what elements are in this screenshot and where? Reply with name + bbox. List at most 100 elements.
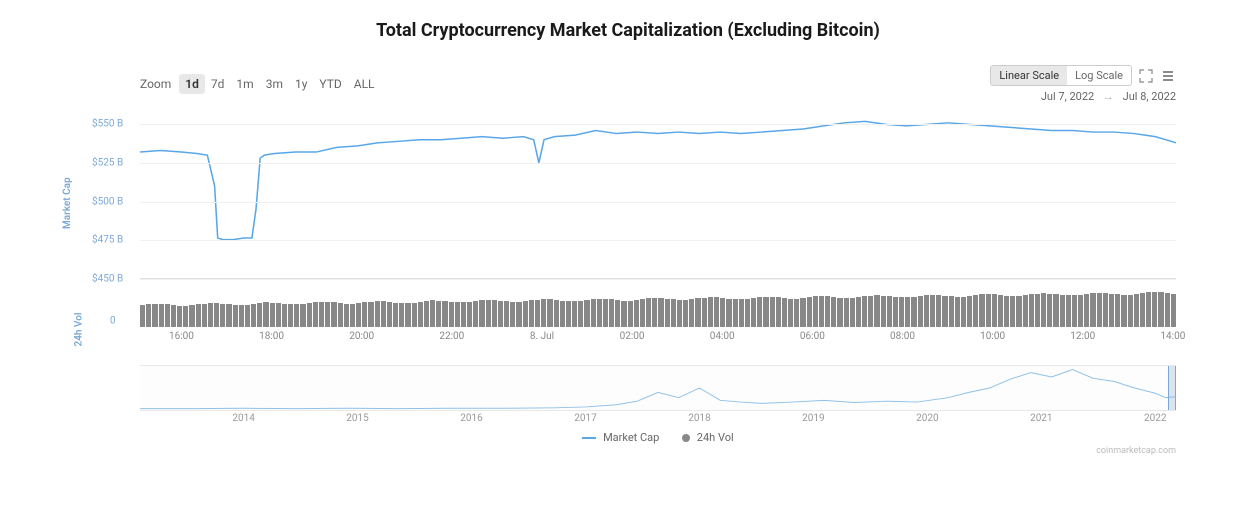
legend-item-volume: 24h Vol [682, 431, 734, 444]
volume-bar [245, 305, 250, 327]
volume-bar [547, 299, 552, 327]
volume-bar [850, 298, 855, 327]
zoom-range-1d[interactable]: 1d [179, 74, 205, 94]
volume-bar [1041, 293, 1046, 327]
date-to: Jul 8, 2022 [1123, 90, 1176, 103]
y-tick-label: $525 B [92, 158, 123, 169]
gridline [140, 124, 1176, 125]
navigator-year-tick: 2022 [1144, 413, 1166, 424]
volume-bar [412, 303, 417, 327]
zoom-range-ytd[interactable]: YTD [313, 74, 347, 94]
volume-bar [356, 303, 361, 327]
zoom-range-all[interactable]: ALL [348, 74, 381, 94]
volume-bar [868, 296, 873, 327]
volume-bar [714, 297, 719, 327]
volume-bar [1140, 293, 1145, 327]
x-tick-label: 8. Jul [530, 331, 554, 342]
volume-bar [887, 296, 892, 327]
volume-bar [615, 300, 620, 327]
x-tick-label: 20:00 [349, 331, 374, 342]
volume-bar [702, 298, 707, 327]
volume-bar [146, 304, 151, 327]
y-tick-label: $550 B [92, 119, 123, 130]
volume-bar [554, 300, 559, 327]
volume-bar [294, 304, 299, 327]
y-axis-label-volume: 24h Vol [74, 312, 85, 346]
scale-log-scale[interactable]: Log Scale [1067, 66, 1131, 85]
volume-bar [183, 306, 188, 327]
volume-bar [893, 297, 898, 327]
credit-text: coinmarketcap.com [40, 446, 1176, 456]
volume-bar [961, 297, 966, 327]
chart-title: Total Cryptocurrency Market Capitalizati… [40, 20, 1216, 41]
volume-bar [313, 302, 318, 327]
zoom-range-1y[interactable]: 1y [289, 74, 313, 94]
navigator-year-tick: 2015 [346, 413, 368, 424]
volume-bar [159, 304, 164, 327]
volume-bar [949, 296, 954, 327]
volume-bar [189, 305, 194, 327]
volume-bar [177, 306, 182, 327]
volume-bar [603, 299, 608, 327]
volume-bar [1084, 294, 1089, 327]
volume-bar [338, 303, 343, 327]
volume-bar [387, 302, 392, 327]
navigator-year-ticks: 201420152016201720182019202020212022 [140, 411, 1176, 425]
volume-bar [720, 298, 725, 327]
volume-bar [955, 297, 960, 327]
volume-bar [566, 301, 571, 327]
volume-bar [393, 303, 398, 327]
volume-bar [856, 297, 861, 327]
volume-bar [609, 299, 614, 327]
volume-bar [270, 303, 275, 328]
navigator-handle[interactable] [1168, 366, 1176, 410]
volume-bar [529, 300, 534, 327]
volume-bar [196, 304, 201, 327]
volume-bar [911, 297, 916, 327]
volume-bar [140, 305, 145, 327]
volume-bar [751, 298, 756, 327]
volume-bar [1047, 294, 1052, 327]
volume-bar [375, 301, 380, 327]
volume-bar [998, 295, 1003, 327]
volume-chart[interactable]: 0 [140, 287, 1176, 327]
volume-bar [844, 298, 849, 327]
volume-bar [918, 296, 923, 327]
volume-bar [418, 302, 423, 327]
volume-bar [1103, 293, 1108, 327]
volume-bar [1035, 294, 1040, 327]
volume-bar [992, 294, 997, 327]
zoom-range-1m[interactable]: 1m [230, 74, 259, 94]
volume-bar [1165, 293, 1170, 327]
volume-bar [628, 301, 633, 328]
volume-bar [1078, 295, 1083, 327]
volume-bar [430, 300, 435, 327]
volume-bar [782, 298, 787, 327]
fullscreen-icon[interactable] [1138, 68, 1154, 84]
arrow-right-icon: → [1103, 90, 1114, 103]
volume-bar [1121, 295, 1126, 327]
volume-bar [1072, 295, 1077, 327]
volume-bar [541, 299, 546, 327]
volume-bar [436, 301, 441, 327]
y-tick-label: $500 B [92, 196, 123, 207]
volume-bar [646, 298, 651, 327]
volume-bar [1152, 292, 1157, 327]
volume-bar [757, 297, 762, 327]
volume-bar [683, 300, 688, 327]
navigator-year-tick: 2018 [688, 413, 710, 424]
navigator-chart[interactable] [140, 365, 1176, 411]
volume-bar [837, 298, 842, 327]
market-cap-chart[interactable]: $550 B$525 B$500 B$475 B$450 B [140, 109, 1176, 279]
volume-bar [825, 296, 830, 327]
volume-bar [479, 300, 484, 327]
volume-bar [745, 299, 750, 327]
zoom-range-3m[interactable]: 3m [260, 74, 289, 94]
menu-icon[interactable] [1160, 68, 1176, 84]
volume-bar [621, 301, 626, 327]
volume-bar [263, 302, 268, 327]
volume-bar [516, 302, 521, 327]
scale-linear-scale[interactable]: Linear Scale [991, 66, 1067, 85]
volume-bar [399, 303, 404, 327]
zoom-range-7d[interactable]: 7d [205, 74, 231, 94]
